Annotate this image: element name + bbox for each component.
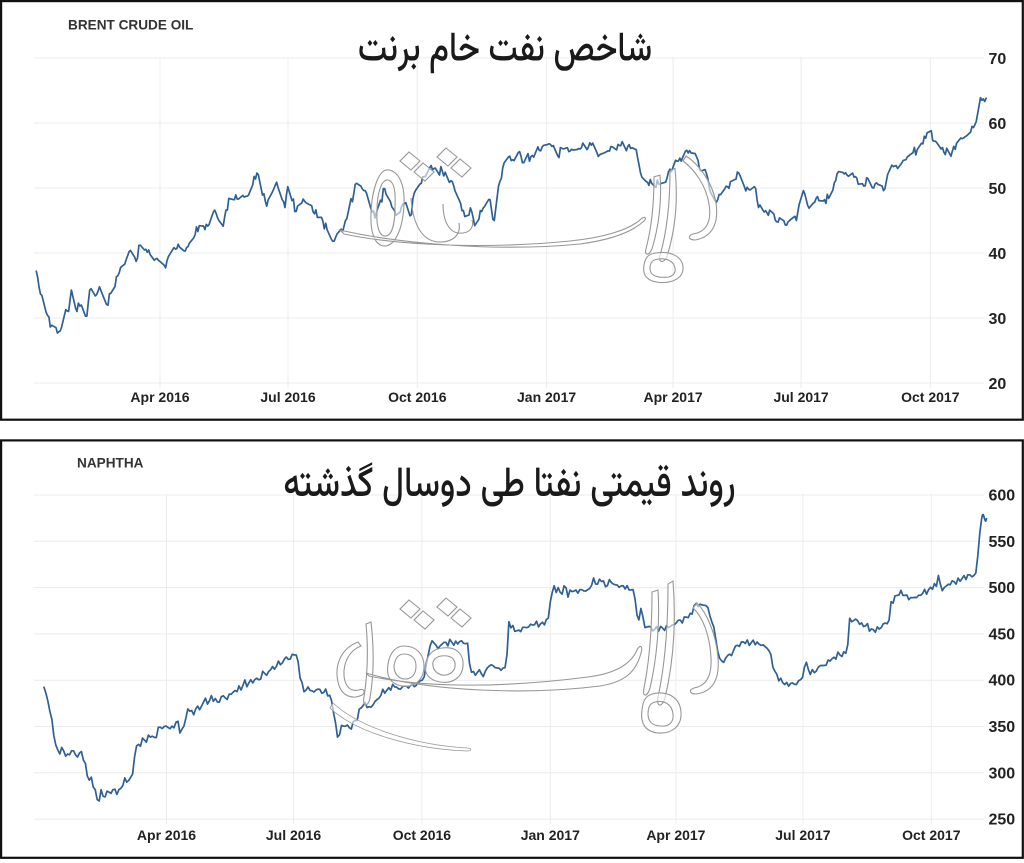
svg-text:Apr 2017: Apr 2017 — [646, 827, 705, 843]
svg-text:Apr 2016: Apr 2016 — [137, 827, 196, 843]
svg-text:400: 400 — [989, 673, 1016, 690]
svg-text:Oct 2016: Oct 2016 — [388, 389, 447, 405]
svg-text:350: 350 — [989, 719, 1016, 736]
svg-text:Jul 2017: Jul 2017 — [773, 389, 828, 405]
svg-text:NAPHTHA: NAPHTHA — [77, 456, 144, 471]
svg-text:550: 550 — [989, 534, 1016, 551]
svg-text:40: 40 — [989, 246, 1007, 263]
svg-text:300: 300 — [989, 765, 1016, 782]
svg-text:20: 20 — [989, 376, 1007, 393]
svg-text:Jul 2016: Jul 2016 — [260, 389, 315, 405]
svg-text:450: 450 — [989, 626, 1016, 643]
svg-text:Apr 2016: Apr 2016 — [130, 389, 189, 405]
svg-text:Apr 2017: Apr 2017 — [644, 389, 703, 405]
svg-text:Jan 2017: Jan 2017 — [517, 389, 576, 405]
svg-text:60: 60 — [989, 116, 1007, 133]
svg-text:Jul 2017: Jul 2017 — [775, 827, 830, 843]
svg-text:Oct 2017: Oct 2017 — [901, 389, 960, 405]
svg-text:30: 30 — [989, 311, 1007, 328]
svg-text:Jan 2017: Jan 2017 — [521, 827, 580, 843]
svg-text:Jul 2016: Jul 2016 — [266, 827, 321, 843]
svg-text:50: 50 — [989, 181, 1007, 198]
svg-text:70: 70 — [989, 51, 1007, 68]
svg-text:600: 600 — [989, 488, 1016, 505]
svg-text:500: 500 — [989, 580, 1016, 597]
svg-text:250: 250 — [989, 812, 1016, 829]
svg-text:Oct 2017: Oct 2017 — [902, 827, 961, 843]
svg-text:Oct 2016: Oct 2016 — [393, 827, 452, 843]
svg-text:BRENT CRUDE OIL: BRENT CRUDE OIL — [68, 18, 193, 33]
